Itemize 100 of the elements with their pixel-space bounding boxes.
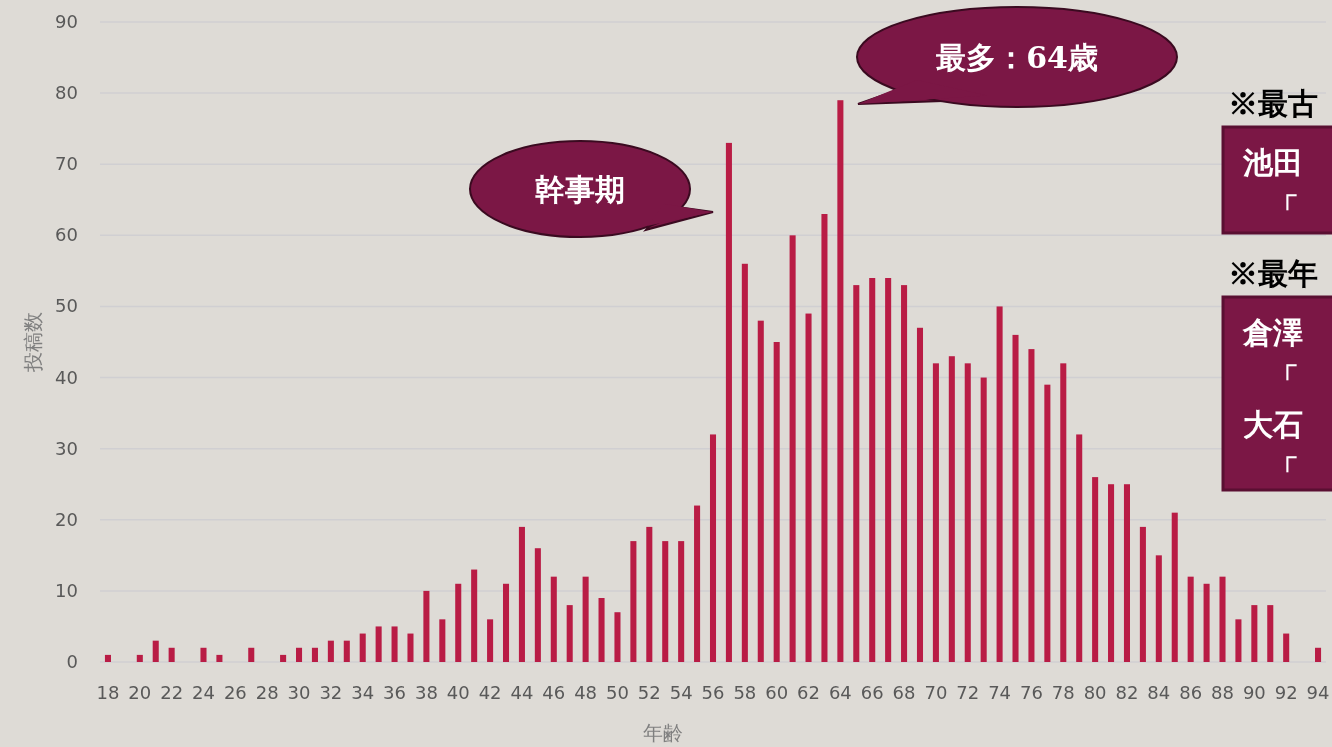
x-tick-label: 92	[1274, 682, 1298, 703]
bar	[741, 263, 748, 662]
bar	[1028, 349, 1035, 662]
x-tick-label: 56	[701, 682, 725, 703]
bar	[1315, 647, 1322, 662]
bar	[678, 541, 685, 662]
annotation: 「	[1269, 453, 1299, 488]
bar	[1187, 576, 1194, 662]
x-tick-label: 60	[765, 682, 789, 703]
x-tick-label: 58	[733, 682, 757, 703]
bar	[725, 142, 732, 662]
x-tick-label: 54	[669, 682, 693, 703]
bar	[869, 278, 876, 662]
x-axis-title: 年齢	[643, 721, 683, 745]
bar	[391, 626, 398, 662]
bar	[1123, 484, 1130, 662]
bar	[932, 363, 939, 662]
bar	[152, 640, 159, 662]
x-tick-label: 90	[1242, 682, 1266, 703]
bar	[1283, 633, 1290, 662]
bar	[1251, 605, 1258, 662]
bar	[168, 647, 175, 662]
bar	[630, 541, 637, 662]
x-tick-label: 22	[160, 682, 184, 703]
x-tick-label: 52	[637, 682, 661, 703]
bar	[614, 612, 621, 662]
annotation: ※最年	[1228, 256, 1318, 291]
x-tick-label: 86	[1179, 682, 1203, 703]
bar	[996, 306, 1003, 662]
bar	[901, 285, 908, 662]
x-tick-label: 88	[1211, 682, 1234, 703]
x-tick-label: 74	[988, 682, 1012, 703]
bar	[853, 285, 860, 662]
bar	[980, 377, 987, 662]
x-tick-label: 72	[956, 682, 980, 703]
bar	[709, 434, 717, 662]
x-tick-label: 48	[574, 682, 598, 703]
x-tick-label: 78	[1051, 682, 1075, 703]
bar	[1171, 512, 1178, 662]
bar	[375, 626, 382, 662]
x-tick-label: 40	[446, 682, 470, 703]
x-tick-label: 94	[1306, 682, 1330, 703]
x-tick-label: 50	[606, 682, 629, 703]
x-tick-label: 38	[414, 682, 438, 703]
y-tick-label: 30	[55, 437, 78, 459]
x-tick-label: 36	[383, 682, 407, 703]
y-tick-label: 70	[55, 153, 78, 175]
x-tick-label: 28	[255, 682, 279, 703]
bar	[1012, 334, 1019, 662]
y-tick-label: 60	[55, 224, 78, 246]
y-tick-label: 90	[55, 11, 78, 32]
x-tick-label: 26	[223, 682, 247, 703]
x-tick-label: 76	[1019, 682, 1043, 703]
bar	[646, 526, 653, 662]
bar	[296, 647, 303, 662]
bar	[280, 654, 287, 662]
annotation: 「	[1269, 191, 1299, 226]
bar	[964, 363, 971, 662]
x-tick-label: 84	[1147, 682, 1171, 703]
annotation: ※最古	[1228, 86, 1318, 121]
bar	[1139, 526, 1146, 662]
y-tick-label: 50	[55, 295, 78, 317]
bar	[200, 647, 207, 662]
bar	[805, 313, 812, 662]
bar	[566, 605, 573, 662]
x-tick-label: 30	[287, 682, 311, 703]
x-tick-label: 24	[192, 682, 215, 703]
x-tick-label: 44	[510, 682, 534, 703]
x-tick-label: 42	[478, 682, 502, 703]
bar	[662, 541, 669, 662]
x-tick-label: 34	[351, 682, 375, 703]
x-tick-label: 82	[1115, 682, 1139, 703]
annotation: 池田	[1242, 145, 1303, 180]
bar	[885, 278, 892, 662]
y-tick-label: 20	[55, 508, 78, 530]
bar	[598, 598, 605, 662]
x-tick-label: 66	[860, 682, 884, 703]
x-tick-label: 80	[1083, 682, 1107, 703]
x-tick-label: 46	[542, 682, 566, 703]
bar	[136, 654, 143, 662]
bar	[789, 235, 796, 662]
bar	[1108, 484, 1115, 662]
bar	[948, 356, 955, 662]
bar	[407, 633, 414, 662]
bar	[104, 654, 111, 662]
bar	[1044, 384, 1051, 662]
bar	[487, 619, 494, 662]
y-tick-label: 10	[55, 579, 78, 601]
bar	[248, 647, 255, 662]
bar	[773, 342, 780, 662]
bar	[821, 214, 828, 662]
bar	[455, 583, 462, 662]
bar	[1092, 477, 1099, 662]
y-tick-label: 40	[55, 366, 78, 388]
x-tick-label: 70	[924, 682, 948, 703]
bar	[582, 576, 589, 662]
x-tick-label: 20	[128, 682, 152, 703]
bar	[694, 505, 701, 662]
y-tick-label: 0	[66, 651, 78, 672]
x-tick-label: 18	[96, 682, 120, 703]
